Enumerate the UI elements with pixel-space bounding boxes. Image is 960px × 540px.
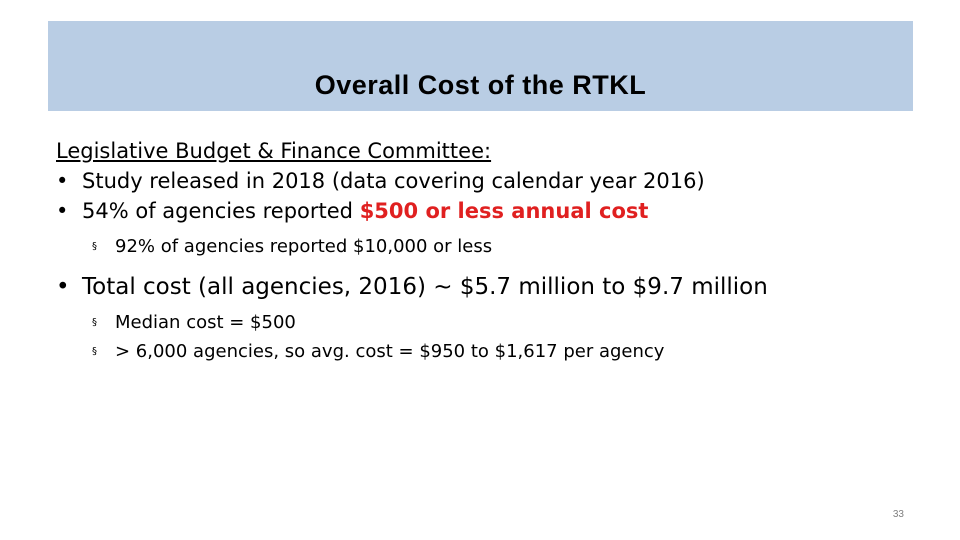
sub-bullet-item: § > 6,000 agencies, so avg. cost = $950 … [56, 339, 926, 365]
square-bullet-icon: § [92, 346, 97, 357]
bullet-text: Total cost (all agencies, 2016) ~ $5.7 m… [82, 274, 768, 300]
bullet-item-agencies: • 54% of agencies reported $500 or less … [56, 196, 926, 226]
sub-bullet-text: > 6,000 agencies, so avg. cost = $950 to… [115, 341, 665, 362]
bullet-icon: • [56, 199, 69, 223]
title-band: Overall Cost of the RTKL [48, 21, 913, 111]
sub-bullet-text: Median cost = $500 [115, 312, 296, 333]
bullet-text: 54% of agencies reported [82, 199, 360, 223]
bullet-item-total-cost: • Total cost (all agencies, 2016) ~ $5.7… [56, 272, 926, 302]
highlight-text: $500 or less annual cost [359, 199, 649, 223]
sub-bullet-item: § 92% of agencies reported $10,000 or le… [56, 234, 926, 260]
sub-bullet-item: § Median cost = $500 [56, 310, 926, 336]
bullet-text: Study released in 2018 (data covering ca… [82, 169, 705, 193]
bullet-icon: • [56, 274, 70, 300]
page-number: 33 [892, 509, 904, 520]
section-heading: Legislative Budget & Finance Committee: [56, 139, 492, 163]
slide-content: Legislative Budget & Finance Committee: … [56, 136, 926, 365]
square-bullet-icon: § [92, 241, 97, 252]
sub-bullet-text: 92% of agencies reported $10,000 or less [115, 236, 493, 257]
bullet-item-study: • Study released in 2018 (data covering … [56, 166, 926, 196]
bullet-icon: • [56, 169, 69, 193]
slide-title: Overall Cost of the RTKL [314, 70, 647, 100]
square-bullet-icon: § [92, 317, 97, 328]
